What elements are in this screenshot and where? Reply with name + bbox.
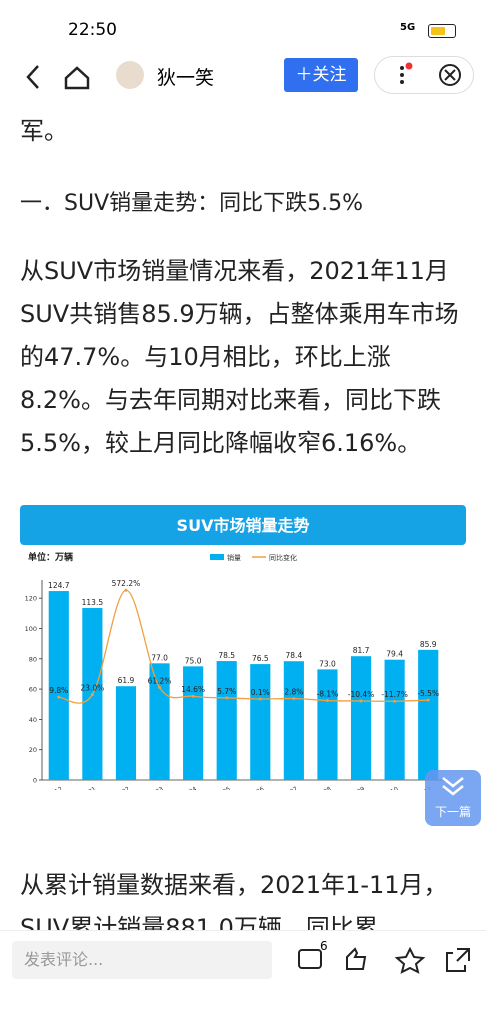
section-heading: 一．SUV销量走势：同比下跌5.5% [20,191,364,216]
line-point [426,698,430,702]
bar-value-label: 79.4 [386,650,403,659]
next-article-label[interactable]: 下一篇 [434,805,471,819]
line-value-label: 5.7% [217,687,236,696]
bar [48,591,69,780]
bar [283,661,304,780]
line-value-label: -8.1% [317,690,339,699]
line-value-label: 14.6% [181,685,205,694]
bottom-bar: 发表评论... 6 [0,930,486,1020]
bar-value-label: 76.5 [252,654,269,663]
y-tick-label: 80 [29,655,37,663]
bar-value-label: 61.9 [118,676,135,685]
line-value-label: 572.2% [112,579,141,588]
line-point [57,695,61,699]
avatar[interactable] [116,61,144,89]
line-value-label: -5.5% [417,689,439,698]
status-time: 22:50 [68,20,117,40]
bar-value-label: 113.5 [82,598,104,607]
paragraph: 军。 [20,117,68,145]
comment-input[interactable]: 发表评论... [12,941,272,979]
bar-value-label: 85.9 [420,640,437,649]
follow-button[interactable]: ＋关注 [284,58,358,92]
y-tick-label: 120 [25,595,37,603]
y-tick-label: 0 [33,777,37,785]
next-article-button[interactable]: 下一篇 [425,770,481,826]
bar-value-label: 75.0 [185,656,202,665]
line-value-label: -10.4% [348,690,375,699]
line-value-label: 9.8% [49,686,68,695]
y-tick-label: 40 [29,716,37,724]
bar [149,663,170,780]
line-value-label: -11.7% [381,690,408,699]
y-tick-label: 20 [29,746,37,754]
line-point [258,697,262,701]
bar-value-label: 78.5 [218,651,235,660]
paragraph: 从SUV市场销量情况来看，2021年11月SUV共销售85.9万辆，占整体乘用车… [20,257,459,457]
y-tick-label: 60 [29,686,37,694]
bar [350,656,372,780]
bar [216,661,237,780]
status-network: 5G [400,22,416,33]
bar [418,649,439,780]
bar-value-label: 77.0 [151,653,168,662]
battery [428,24,456,38]
y-axis-label: 单位：万辆 [28,551,73,563]
line-value-label: 61.2% [148,676,172,685]
line-point [158,685,162,689]
action-icons[interactable] [295,945,475,975]
line-point [393,699,397,703]
legend-label: 同比变化 [269,553,297,562]
bar [115,686,137,780]
legend-swatch [210,554,224,560]
comment-count: 6 [320,939,328,953]
chart-title: SUV市场销量走势 [177,516,310,535]
bar-value-label: 81.7 [353,646,370,655]
line-point [124,588,128,592]
line-point [292,696,296,700]
bar [250,664,271,780]
bar [183,666,204,780]
bar [317,669,338,780]
line-point [325,699,329,703]
line-point [359,699,363,703]
line-point [225,696,229,700]
line-point [191,694,195,698]
chart-header [20,505,466,545]
menu-capsule[interactable] [374,56,474,94]
nav-icons[interactable] [20,60,110,94]
author-name[interactable]: 狄一笑 [157,67,215,89]
bar-value-label: 78.4 [286,651,303,660]
line-value-label: 2.8% [284,687,303,696]
legend-label: 销量 [227,553,241,562]
y-tick-label: 100 [25,625,37,633]
line-value-label: 23.0% [80,684,104,693]
chart: SUV市场销量走势 单位：万辆 0 20 40 60 80 100 120 销量 同比变化 124… [20,505,466,790]
line-value-label: 0.1% [251,688,270,697]
line-point [90,693,94,697]
bar-value-label: 73.0 [319,659,336,668]
bar-value-label: 124.7 [48,581,70,590]
bar [384,659,405,780]
